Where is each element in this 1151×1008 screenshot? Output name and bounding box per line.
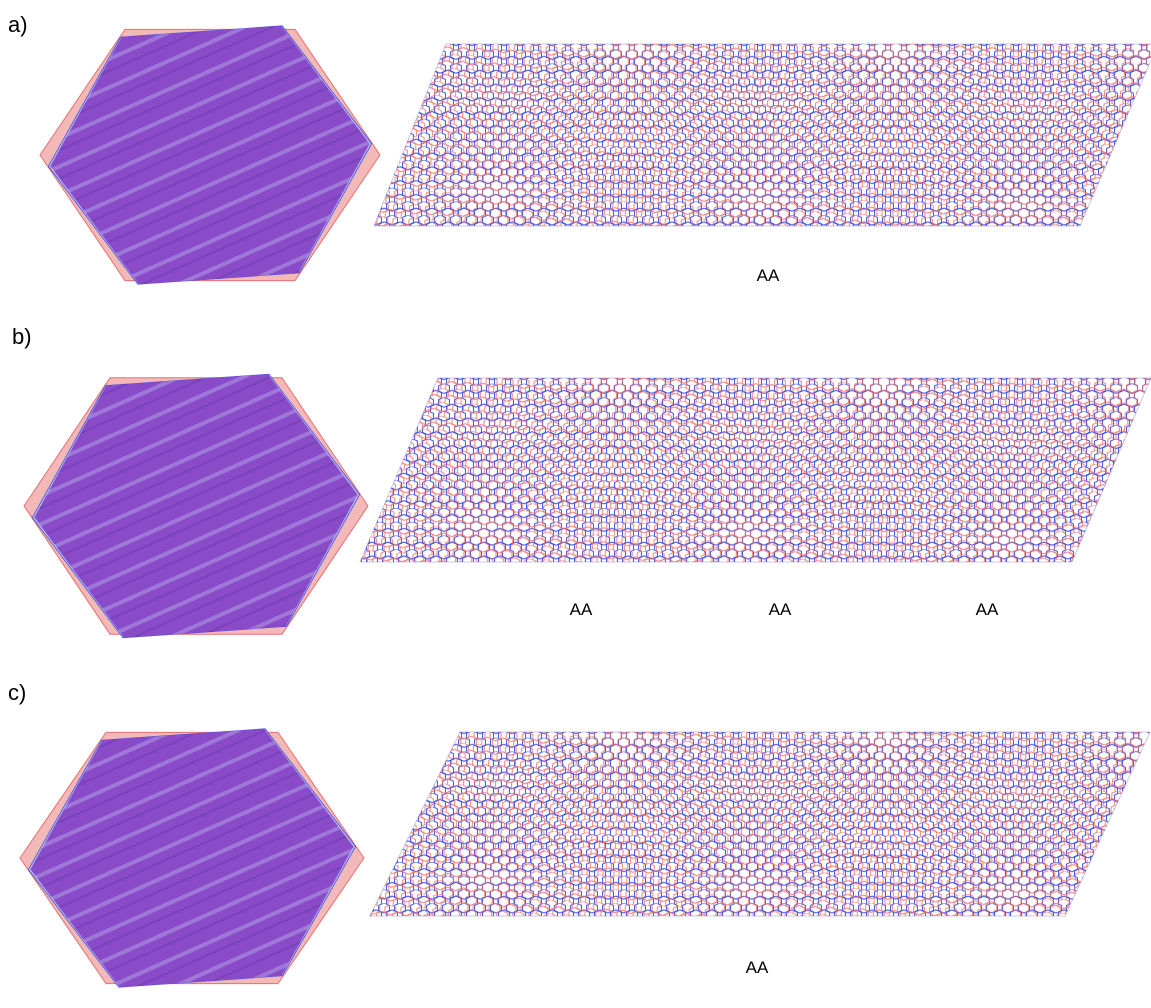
bottom-layer-lattice (360, 378, 1151, 562)
aa-region-label: AA (975, 600, 999, 619)
bottom-layer-lattice (370, 732, 1150, 916)
aa-region-label: AA (756, 266, 780, 285)
moire-pattern-view-a (373, 43, 1151, 227)
aa-region-label: AA (745, 958, 769, 977)
hexagonal-bilayer-view-c (19, 728, 365, 988)
bottom-layer-lattice (374, 44, 1151, 226)
hexagonal-bilayer-view-b (23, 373, 369, 639)
panel-label-c: c) (8, 680, 27, 705)
moire-pattern-view-b (359, 377, 1151, 563)
panel-label-b: b) (12, 324, 32, 349)
overlap-region (34, 374, 358, 638)
overlap-region (30, 728, 354, 988)
moire-pattern-view-c (369, 731, 1150, 917)
aa-region-label: AA (569, 600, 593, 619)
overlap-region (50, 25, 370, 285)
aa-region-label: AA (768, 600, 792, 619)
hexagonal-bilayer-view-a (39, 25, 381, 285)
panel-label-a: a) (8, 12, 28, 37)
